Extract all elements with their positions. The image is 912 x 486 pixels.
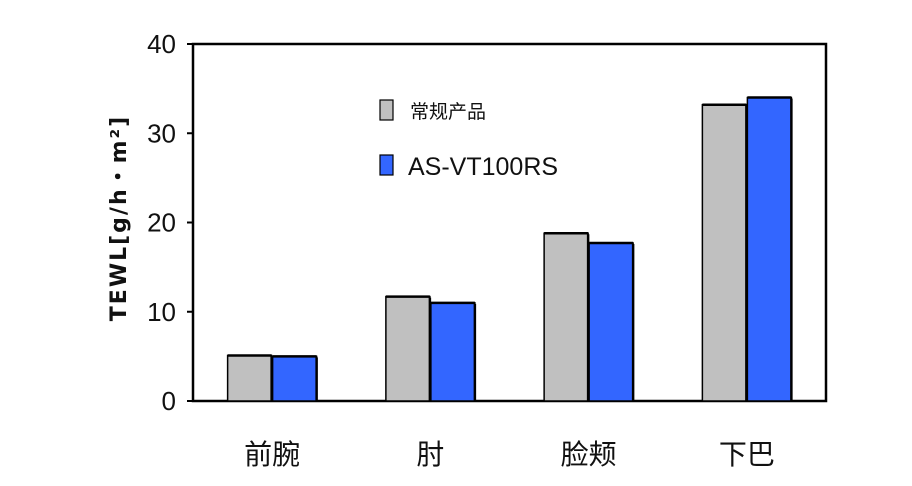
legend-label-series-2: AS-VT100RS [408,153,558,181]
bar-series-1 [226,354,273,402]
bar-series-1 [543,232,589,402]
legend: 常规产品 AS-VT100RS [379,99,558,181]
y-axis-label: TEWL[g/h・m²] [107,115,132,321]
legend-swatch-series-2 [379,154,394,176]
bar-series-2 [588,242,634,402]
x-category-label: 肘 [416,438,444,471]
y-tick-label: 20 [147,208,176,238]
x-category-label: 下巴 [719,438,775,471]
bar-series-2 [746,96,793,402]
bar-series-2 [271,355,318,402]
bar-series-2 [430,302,476,402]
x-category-label: 脸颊 [561,438,617,471]
x-category-label: 前腕 [244,438,300,471]
legend-label-series-1: 常规产品 [410,101,486,123]
y-tick-label: 40 [147,29,176,59]
y-tick-label: 0 [162,386,176,416]
bar-series-1 [385,295,431,402]
y-tick-label: 10 [147,297,176,327]
bar-series-1 [701,103,748,402]
y-tick-label: 30 [147,118,176,148]
legend-swatch-series-1 [379,99,394,121]
